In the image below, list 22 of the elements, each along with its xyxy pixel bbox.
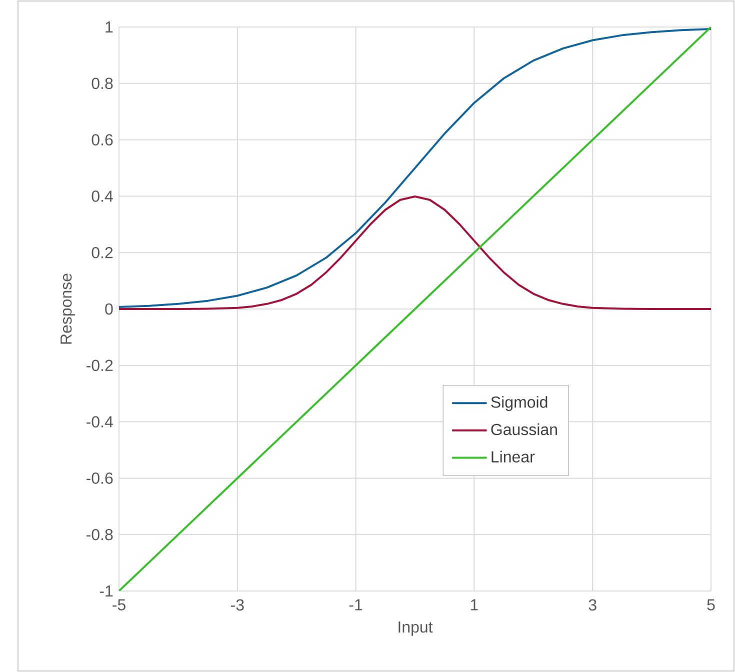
x-tick-label: 1 xyxy=(470,599,478,610)
x-tick-label: -3 xyxy=(231,599,244,611)
y-tick-label: 0.8 xyxy=(92,78,113,90)
y-tick-label: -0.2 xyxy=(86,360,113,372)
x-tick-label: -1 xyxy=(349,599,362,610)
x-tick-label: 5 xyxy=(707,599,715,610)
y-tick-label: 0.6 xyxy=(92,134,113,146)
y-tick-label: -0.6 xyxy=(86,472,113,484)
x-axis-title: Input xyxy=(398,622,433,636)
y-axis-title: Response xyxy=(60,274,75,344)
legend-label: Gaussian xyxy=(491,423,557,436)
y-tick-label: 0.4 xyxy=(92,190,113,202)
y-tick-label: 1 xyxy=(106,22,113,32)
x-tick-label: 3 xyxy=(588,599,596,611)
y-tick-label: 0 xyxy=(105,303,113,315)
x-tick-label: -5 xyxy=(112,599,126,610)
legend-label: Sigmoid xyxy=(491,396,548,411)
y-tick-label: 0.2 xyxy=(92,246,113,258)
y-tick-label: -1 xyxy=(100,586,113,597)
y-tick-label: -0.8 xyxy=(86,528,113,540)
y-tick-label: -0.4 xyxy=(86,416,113,428)
legend-label: Linear xyxy=(492,450,535,462)
